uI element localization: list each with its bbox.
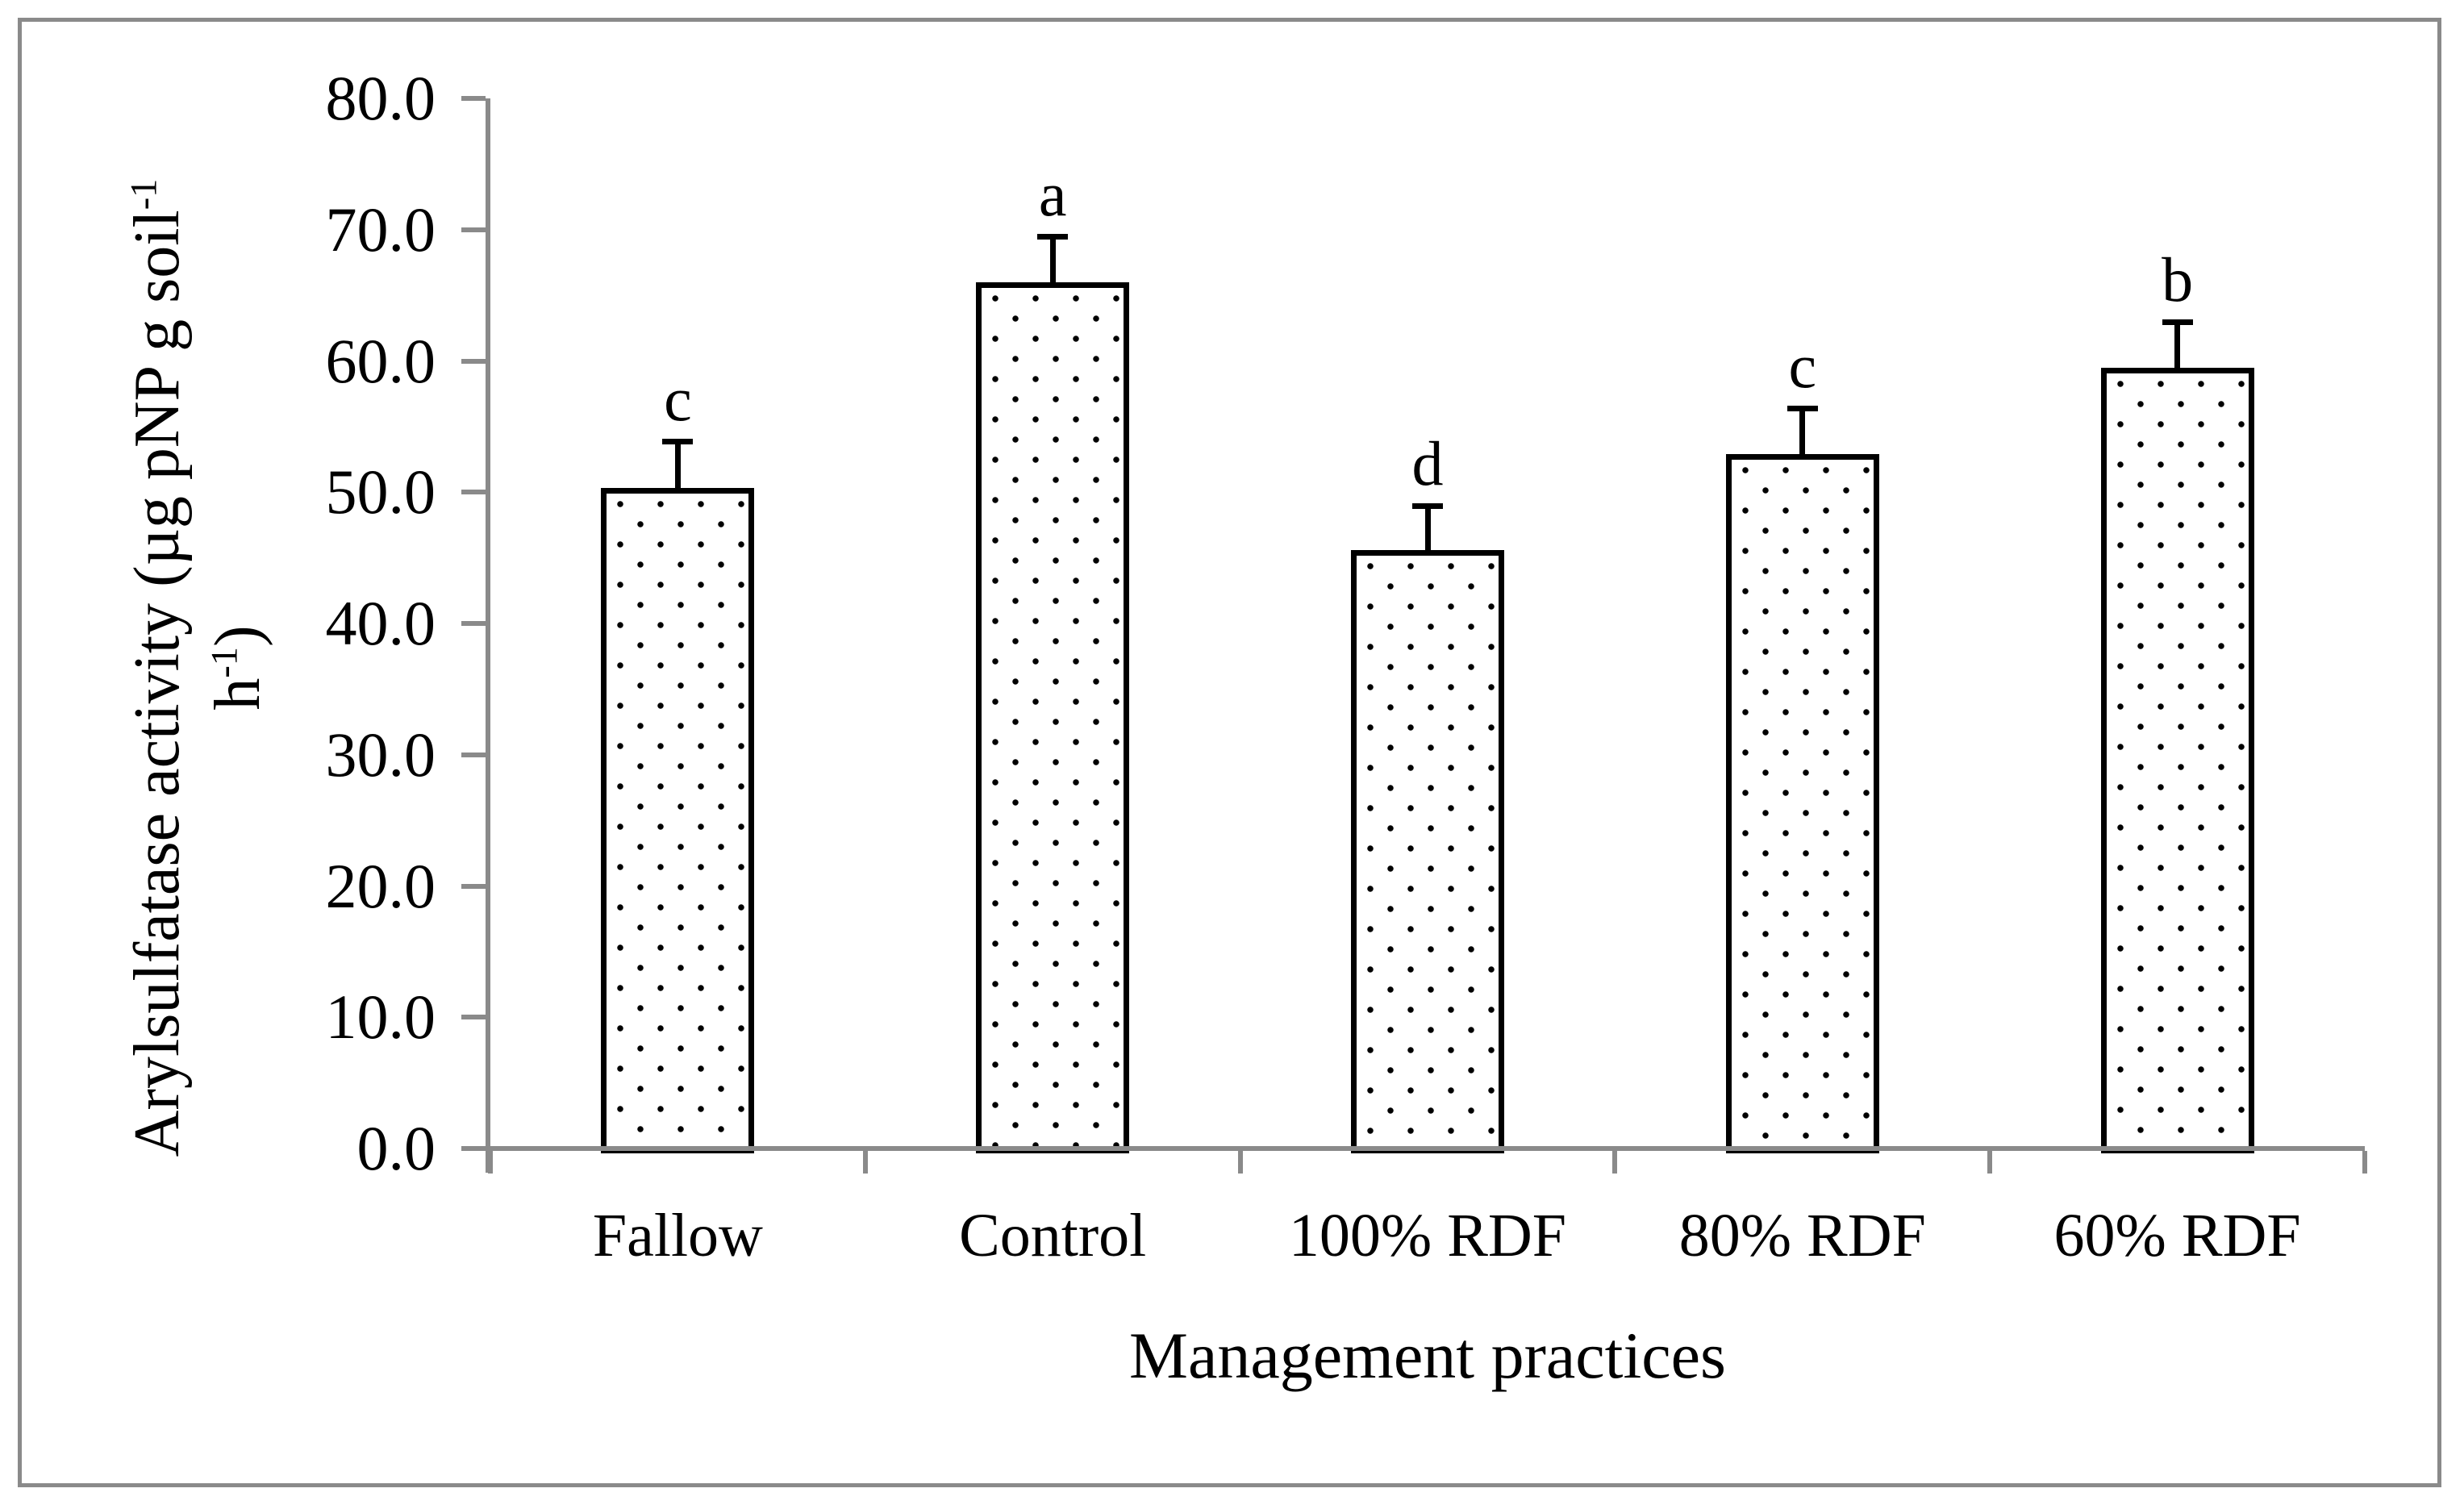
significance-letter: c [664, 363, 692, 434]
y-tick [461, 752, 486, 757]
bar-100% RDF [1351, 549, 1504, 1153]
bar-80% RDF [1725, 454, 1879, 1153]
y-tick [461, 1015, 486, 1020]
y-tick-label: 60.0 [325, 325, 436, 396]
error-bar [1049, 236, 1056, 288]
x-axis-title: Management practices [1129, 1319, 1726, 1392]
x-tick [488, 1151, 493, 1174]
error-bar [1424, 505, 1431, 556]
y-tick-label: 20.0 [325, 850, 436, 921]
y-tick [461, 96, 486, 101]
x-tick-label-60% RDF: 60% RDF [2053, 1202, 2301, 1269]
y-tick-label: 40.0 [325, 588, 436, 658]
bar-60% RDF [2100, 367, 2254, 1153]
y-tick-label: 30.0 [325, 719, 436, 790]
x-tick [1237, 1151, 1243, 1174]
x-tick [1612, 1151, 1618, 1174]
error-bar-cap [1412, 502, 1443, 509]
error-bar [674, 440, 681, 494]
error-bar [2174, 321, 2181, 373]
y-tick [461, 621, 486, 626]
x-tick [862, 1151, 868, 1174]
bar-Control [976, 281, 1130, 1153]
error-bar-cap [1037, 233, 1069, 240]
y-tick-label: 80.0 [325, 63, 436, 133]
significance-letter: c [1788, 331, 1817, 402]
bar-Fallow [601, 488, 755, 1153]
error-bar-cap [1787, 406, 1818, 412]
y-tick-label: 0.0 [356, 1113, 436, 1183]
x-tick-label-100% RDF: 100% RDF [1288, 1202, 1567, 1269]
x-tick-label-Control: Control [959, 1202, 1147, 1269]
x-axis-line [461, 1146, 2365, 1151]
x-tick-label-80% RDF: 80% RDF [1678, 1202, 1926, 1269]
y-axis-line [486, 98, 490, 1173]
significance-letter: b [2162, 244, 2194, 315]
y-tick [461, 358, 486, 364]
significance-letter: d [1411, 427, 1444, 498]
y-tick [461, 883, 486, 889]
y-tick-label: 70.0 [325, 194, 436, 265]
x-tick [1987, 1151, 1993, 1174]
figure-border [18, 18, 2441, 1487]
error-bar [1799, 408, 1806, 461]
significance-letter: a [1038, 158, 1067, 229]
x-tick [2362, 1151, 2367, 1174]
x-tick-label-Fallow: Fallow [592, 1202, 763, 1269]
error-bar-cap [662, 438, 694, 444]
error-bar-cap [2162, 319, 2193, 325]
y-tick-label: 50.0 [325, 457, 436, 527]
y-tick [461, 227, 486, 232]
y-tick-label: 10.0 [325, 982, 436, 1053]
y-tick [461, 490, 486, 495]
y-axis-title-line1: Arylsulfatase activity (µg pNP g soil-1 [122, 178, 193, 1157]
